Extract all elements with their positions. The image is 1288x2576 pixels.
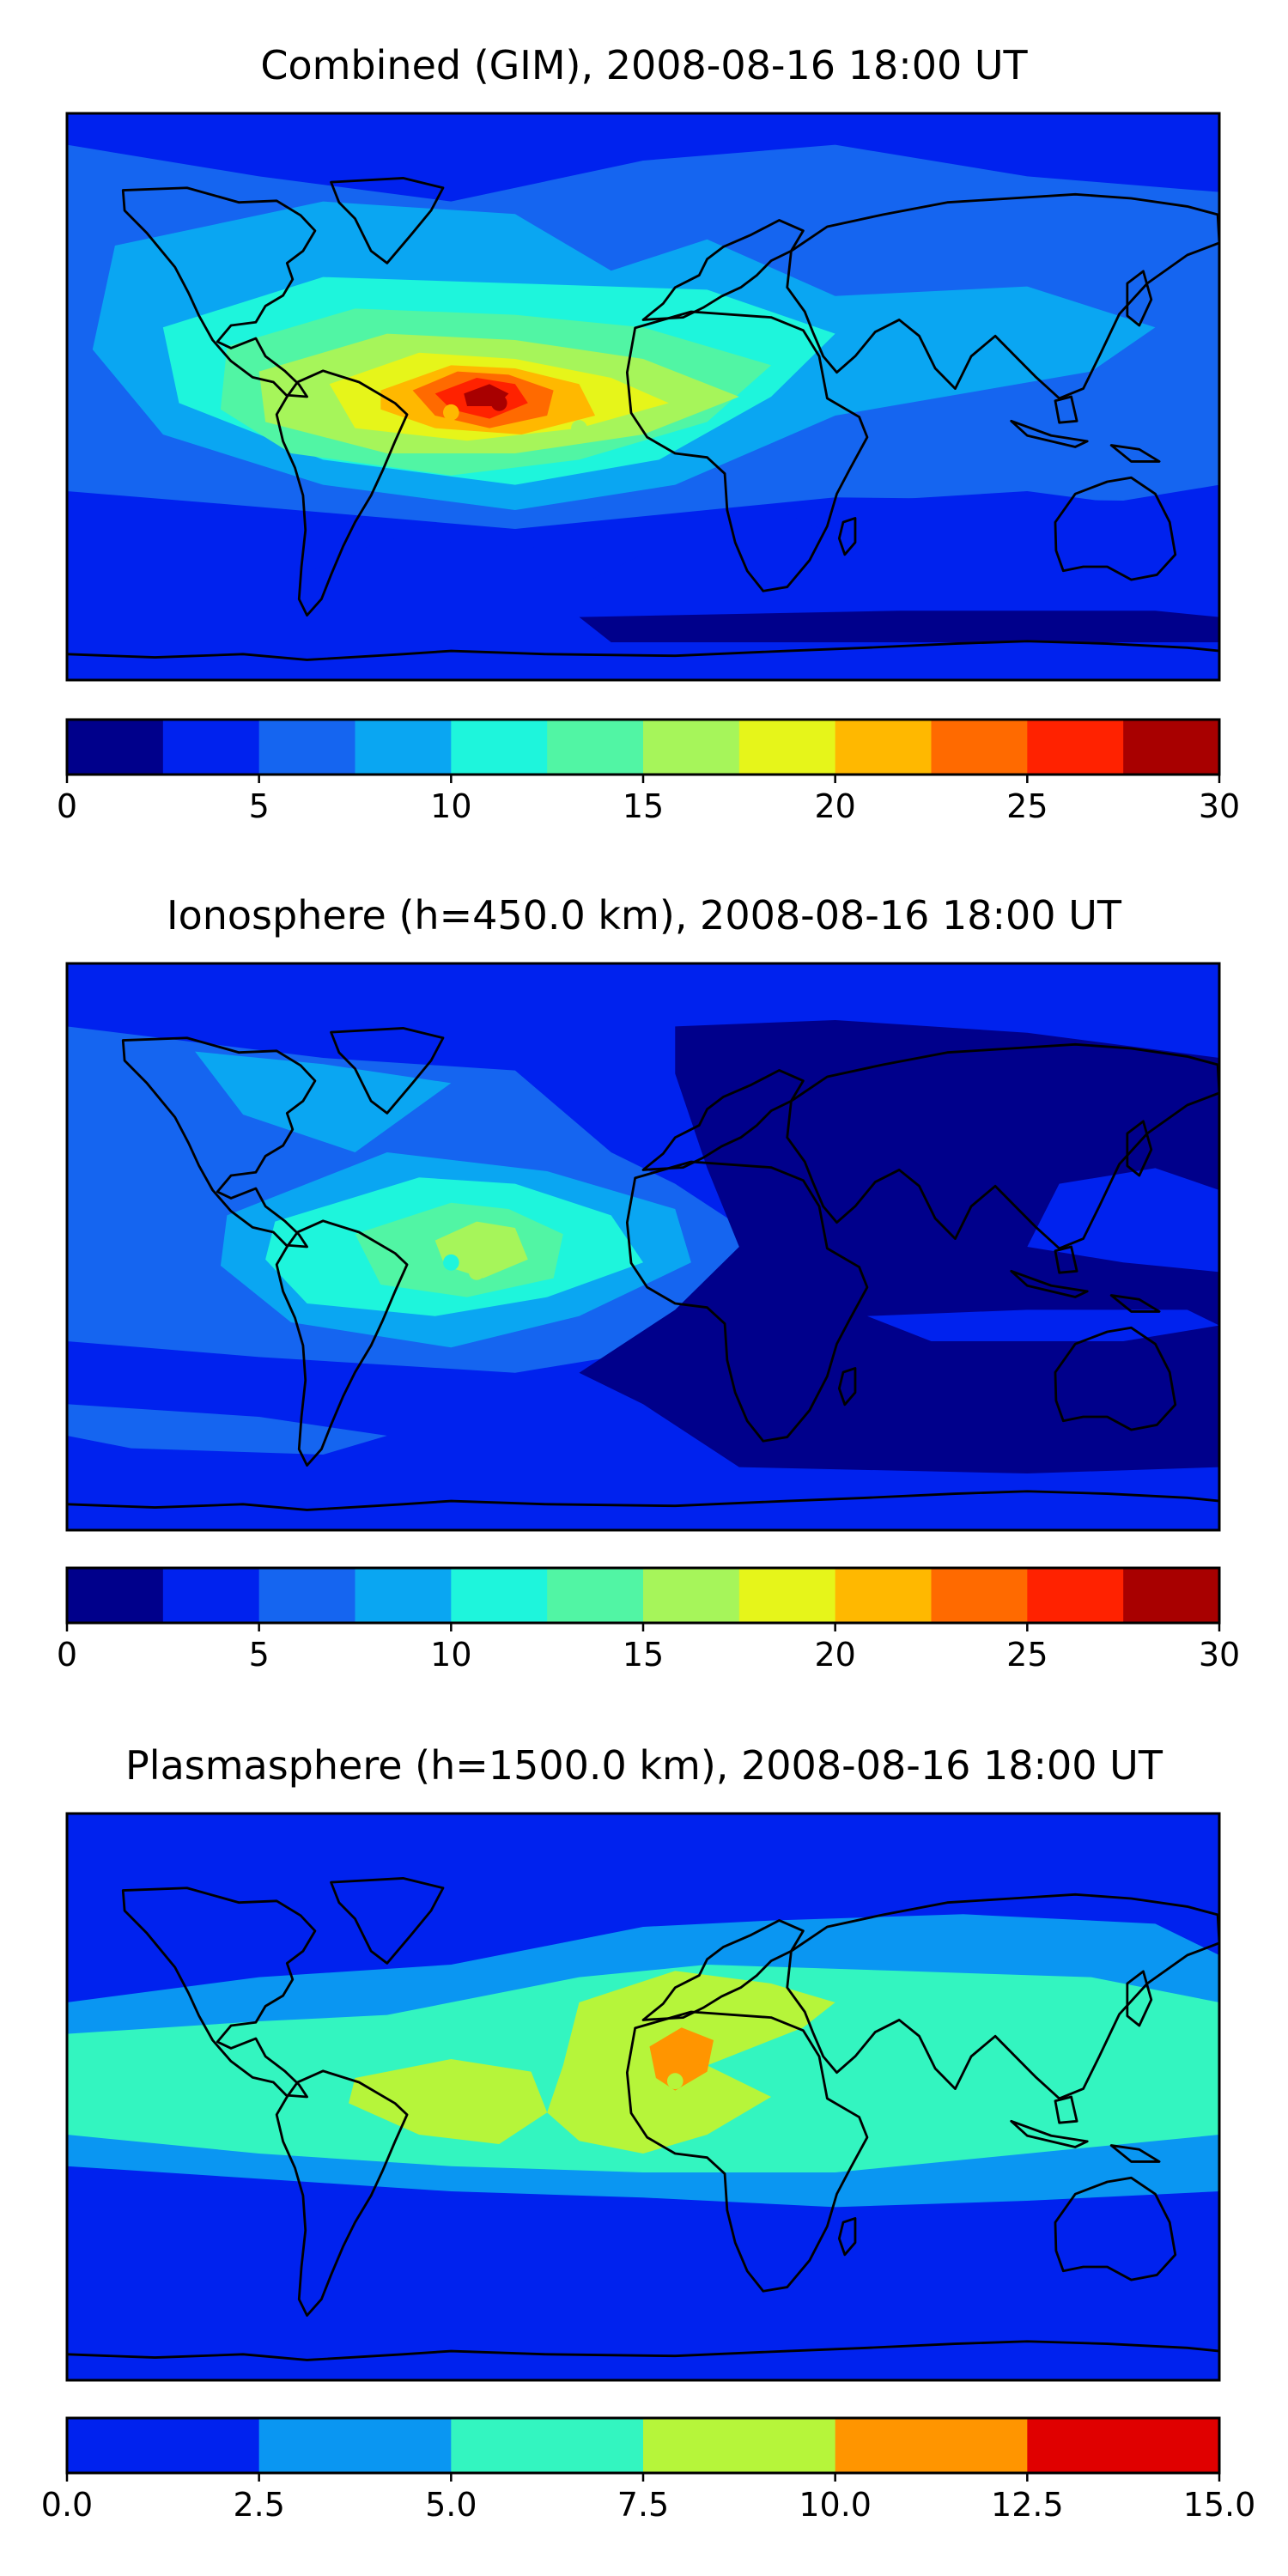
colorbar: 0.0 2.5 5.0 7.5 10.0 12.5 15.0 xyxy=(41,2416,1256,2524)
colorbar-segment xyxy=(643,1568,740,1623)
colorbar-segment xyxy=(547,1568,644,1623)
panel-title: Ionosphere (h=450.0 km), 2008-08-16 18:0… xyxy=(167,892,1122,939)
colorbar-segment xyxy=(258,720,356,775)
map-frame xyxy=(65,1812,1221,2382)
colorbar-tick-label: 30 xyxy=(1199,787,1240,825)
map-area xyxy=(67,963,1219,1530)
colorbar-segment xyxy=(258,1568,356,1623)
feature-crest-america xyxy=(443,2120,459,2137)
feature-equatorial-band xyxy=(827,2073,843,2090)
feature-peak xyxy=(683,2057,700,2074)
colorbar-segment xyxy=(547,720,644,775)
panel-title: Combined (GIM), 2008-08-16 18:00 UT xyxy=(260,42,1028,88)
contour-region xyxy=(866,1309,1219,1342)
map-frame xyxy=(65,962,1221,1532)
colorbar-tick-label: 2.5 xyxy=(233,2486,284,2524)
contour-region xyxy=(1027,1168,1219,1273)
colorbar-tick-label: 25 xyxy=(1006,787,1048,825)
feature-crest-main xyxy=(443,1254,459,1271)
colorbar-tick-label: 0 xyxy=(57,787,77,825)
colorbar-tick-label: 20 xyxy=(814,787,855,825)
feature-night-minimum xyxy=(955,1238,972,1255)
contour-region xyxy=(579,611,1219,642)
colorbar: 0 5 10 15 20 25 30 xyxy=(57,718,1240,825)
colorbar-segment xyxy=(67,2418,260,2473)
map-area xyxy=(67,113,1219,680)
colorbar-segment xyxy=(738,1568,836,1623)
colorbar-tick-label: 20 xyxy=(814,1636,855,1674)
colorbar-segment xyxy=(1123,1568,1220,1623)
colorbar-segment xyxy=(643,720,740,775)
colorbar-segment xyxy=(258,2418,452,2473)
map-frame xyxy=(65,112,1221,682)
contour-region xyxy=(771,491,1219,549)
colorbar-segment xyxy=(451,720,548,775)
colorbar-tick-label: 10.0 xyxy=(799,2486,872,2524)
feature-crest-atlantic xyxy=(571,420,587,437)
colorbar-tick-label: 10 xyxy=(430,787,471,825)
feature-crest-africa xyxy=(666,2073,683,2090)
colorbar-segment xyxy=(835,720,933,775)
feature-peak xyxy=(468,1263,485,1280)
colorbar: 0 5 10 15 20 25 30 xyxy=(57,1566,1240,1674)
colorbar-tick-label: 15.0 xyxy=(1183,2486,1256,2524)
colorbar-segment xyxy=(67,1568,164,1623)
colorbar-segment xyxy=(835,2418,1028,2473)
colorbar-tick-label: 5.0 xyxy=(425,2486,477,2524)
colorbar-tick-label: 0.0 xyxy=(41,2486,93,2524)
colorbar-segment xyxy=(931,720,1028,775)
colorbar-segment xyxy=(355,720,452,775)
colorbar-segment xyxy=(451,2418,644,2473)
colorbar-segment xyxy=(835,1568,933,1623)
colorbar-segment xyxy=(643,2418,836,2473)
colorbar-tick-label: 5 xyxy=(249,787,270,825)
contour-region xyxy=(649,2027,714,2091)
map-area xyxy=(67,1814,1219,2380)
colorbar-segment xyxy=(1027,1568,1124,1623)
colorbar-tick-label: 7.5 xyxy=(617,2486,669,2524)
colorbar-segment xyxy=(738,720,836,775)
colorbar-segment xyxy=(162,1568,260,1623)
panel-1: Combined (GIM), 2008-08-16 18:00 UT 0 5 10 1… xyxy=(57,42,1240,825)
colorbar-segment xyxy=(1027,2418,1220,2473)
colorbar-segment xyxy=(1123,720,1220,775)
panel-title: Plasmasphere (h=1500.0 km), 2008-08-16 1… xyxy=(125,1742,1163,1789)
colorbar-segment xyxy=(1027,720,1124,775)
colorbar-tick-label: 15 xyxy=(623,787,664,825)
contour-region xyxy=(67,1404,387,1455)
colorbar-tick-label: 12.5 xyxy=(991,2486,1064,2524)
contour-region xyxy=(290,538,644,586)
contour-region xyxy=(579,1020,1219,1474)
colorbar-segment xyxy=(67,720,164,775)
colorbar-tick-label: 15 xyxy=(623,1636,664,1674)
colorbar-tick-label: 5 xyxy=(249,1636,270,1674)
colorbar-segment xyxy=(931,1568,1028,1623)
colorbar-tick-label: 10 xyxy=(430,1636,471,1674)
colorbar-segment xyxy=(451,1568,548,1623)
colorbar-tick-label: 0 xyxy=(57,1636,77,1674)
contour-region xyxy=(195,1051,452,1152)
panel-3: Plasmasphere (h=1500.0 km), 2008-08-16 1… xyxy=(41,1742,1256,2524)
feature-crest-main xyxy=(443,404,459,421)
colorbar-segment xyxy=(355,1568,452,1623)
feature-peak xyxy=(490,394,507,411)
colorbar-tick-label: 25 xyxy=(1006,1636,1048,1674)
colorbar-tick-label: 30 xyxy=(1199,1636,1240,1674)
contour-region xyxy=(349,2058,548,2144)
panel-2: Ionosphere (h=450.0 km), 2008-08-16 18:0… xyxy=(57,892,1240,1674)
colorbar-segment xyxy=(162,720,260,775)
